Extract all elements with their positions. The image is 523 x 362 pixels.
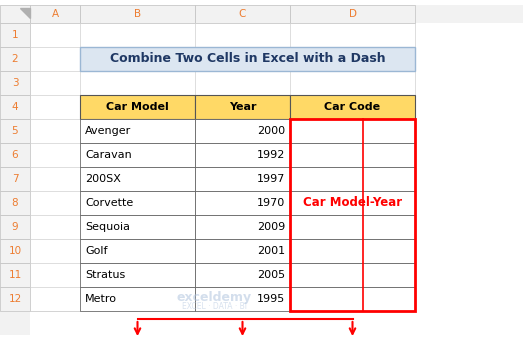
Text: 11: 11	[8, 270, 21, 280]
Text: Corvette: Corvette	[85, 198, 133, 208]
Bar	[0, 47, 30, 71]
Bar	[0, 215, 30, 239]
Bar	[195, 5, 290, 23]
Text: 1997: 1997	[257, 174, 285, 184]
Bar	[290, 119, 415, 143]
Text: 2009: 2009	[257, 222, 285, 232]
Text: 1: 1	[12, 30, 18, 40]
Bar	[0, 119, 30, 143]
Bar	[0, 5, 523, 23]
Bar	[0, 5, 30, 23]
Text: C: C	[239, 9, 246, 19]
Bar	[195, 119, 290, 143]
Text: Avenger: Avenger	[85, 126, 131, 136]
Text: Metro: Metro	[85, 294, 117, 304]
Bar	[195, 263, 290, 287]
Text: 8: 8	[12, 198, 18, 208]
Text: 2001: 2001	[257, 246, 285, 256]
Bar	[80, 143, 195, 167]
Bar	[195, 287, 290, 311]
Bar	[0, 23, 30, 335]
Bar	[30, 23, 415, 311]
Text: Combine Two Cells in Excel with a Dash: Combine Two Cells in Excel with a Dash	[110, 52, 385, 66]
Bar	[80, 287, 195, 311]
Bar	[195, 215, 290, 239]
Text: 10: 10	[8, 246, 21, 256]
Text: 1995: 1995	[257, 294, 285, 304]
Text: 6: 6	[12, 150, 18, 160]
Bar	[195, 167, 290, 191]
Bar	[195, 191, 290, 215]
Bar	[290, 191, 415, 215]
Bar	[290, 263, 415, 287]
Bar	[0, 143, 30, 167]
Bar	[0, 95, 30, 119]
Text: 2005: 2005	[257, 270, 285, 280]
Text: D: D	[348, 9, 357, 19]
Bar	[290, 5, 415, 23]
Bar	[80, 95, 195, 119]
Text: 12: 12	[8, 294, 21, 304]
Text: 2: 2	[12, 54, 18, 64]
Bar	[290, 239, 415, 263]
Text: 200SX: 200SX	[85, 174, 121, 184]
Bar	[0, 287, 30, 311]
Bar	[290, 119, 415, 311]
Text: Car Model-Year: Car Model-Year	[303, 197, 402, 210]
Bar	[0, 23, 30, 47]
Bar	[0, 191, 30, 215]
Bar	[195, 95, 290, 119]
Bar	[195, 239, 290, 263]
Text: 5: 5	[12, 126, 18, 136]
Text: 7: 7	[12, 174, 18, 184]
Bar	[80, 167, 195, 191]
Text: Car Code: Car Code	[324, 102, 381, 112]
Polygon shape	[20, 8, 30, 18]
Text: 3: 3	[12, 78, 18, 88]
Text: 4: 4	[12, 102, 18, 112]
Bar	[80, 47, 415, 71]
Bar	[0, 239, 30, 263]
Bar	[80, 239, 195, 263]
Bar	[290, 167, 415, 191]
Text: Caravan: Caravan	[85, 150, 132, 160]
Text: Sequoia: Sequoia	[85, 222, 130, 232]
Bar	[80, 215, 195, 239]
Bar	[80, 119, 195, 143]
Bar	[0, 167, 30, 191]
Bar	[290, 215, 415, 239]
Text: Car Model: Car Model	[106, 102, 169, 112]
Text: Year: Year	[229, 102, 256, 112]
Bar	[290, 95, 415, 119]
Text: exceldemy: exceldemy	[176, 291, 252, 304]
Bar	[80, 191, 195, 215]
Text: Stratus: Stratus	[85, 270, 125, 280]
Text: 2000: 2000	[257, 126, 285, 136]
Bar	[290, 287, 415, 311]
Bar	[290, 143, 415, 167]
Text: 1992: 1992	[257, 150, 285, 160]
Bar	[195, 143, 290, 167]
Text: Golf: Golf	[85, 246, 108, 256]
Text: A: A	[51, 9, 59, 19]
Text: B: B	[134, 9, 141, 19]
Bar	[80, 263, 195, 287]
Bar	[80, 5, 195, 23]
Text: 9: 9	[12, 222, 18, 232]
Bar	[30, 5, 80, 23]
Bar	[0, 71, 30, 95]
Text: EXCEL · DATA · BI: EXCEL · DATA · BI	[181, 302, 246, 311]
Bar	[0, 263, 30, 287]
Text: 1970: 1970	[257, 198, 285, 208]
